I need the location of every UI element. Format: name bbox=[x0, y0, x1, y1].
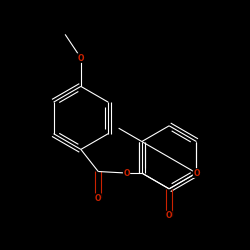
Text: O: O bbox=[123, 168, 130, 177]
Text: O: O bbox=[95, 194, 102, 203]
Text: O: O bbox=[78, 54, 84, 62]
Text: O: O bbox=[166, 211, 172, 220]
Text: O: O bbox=[193, 168, 200, 177]
